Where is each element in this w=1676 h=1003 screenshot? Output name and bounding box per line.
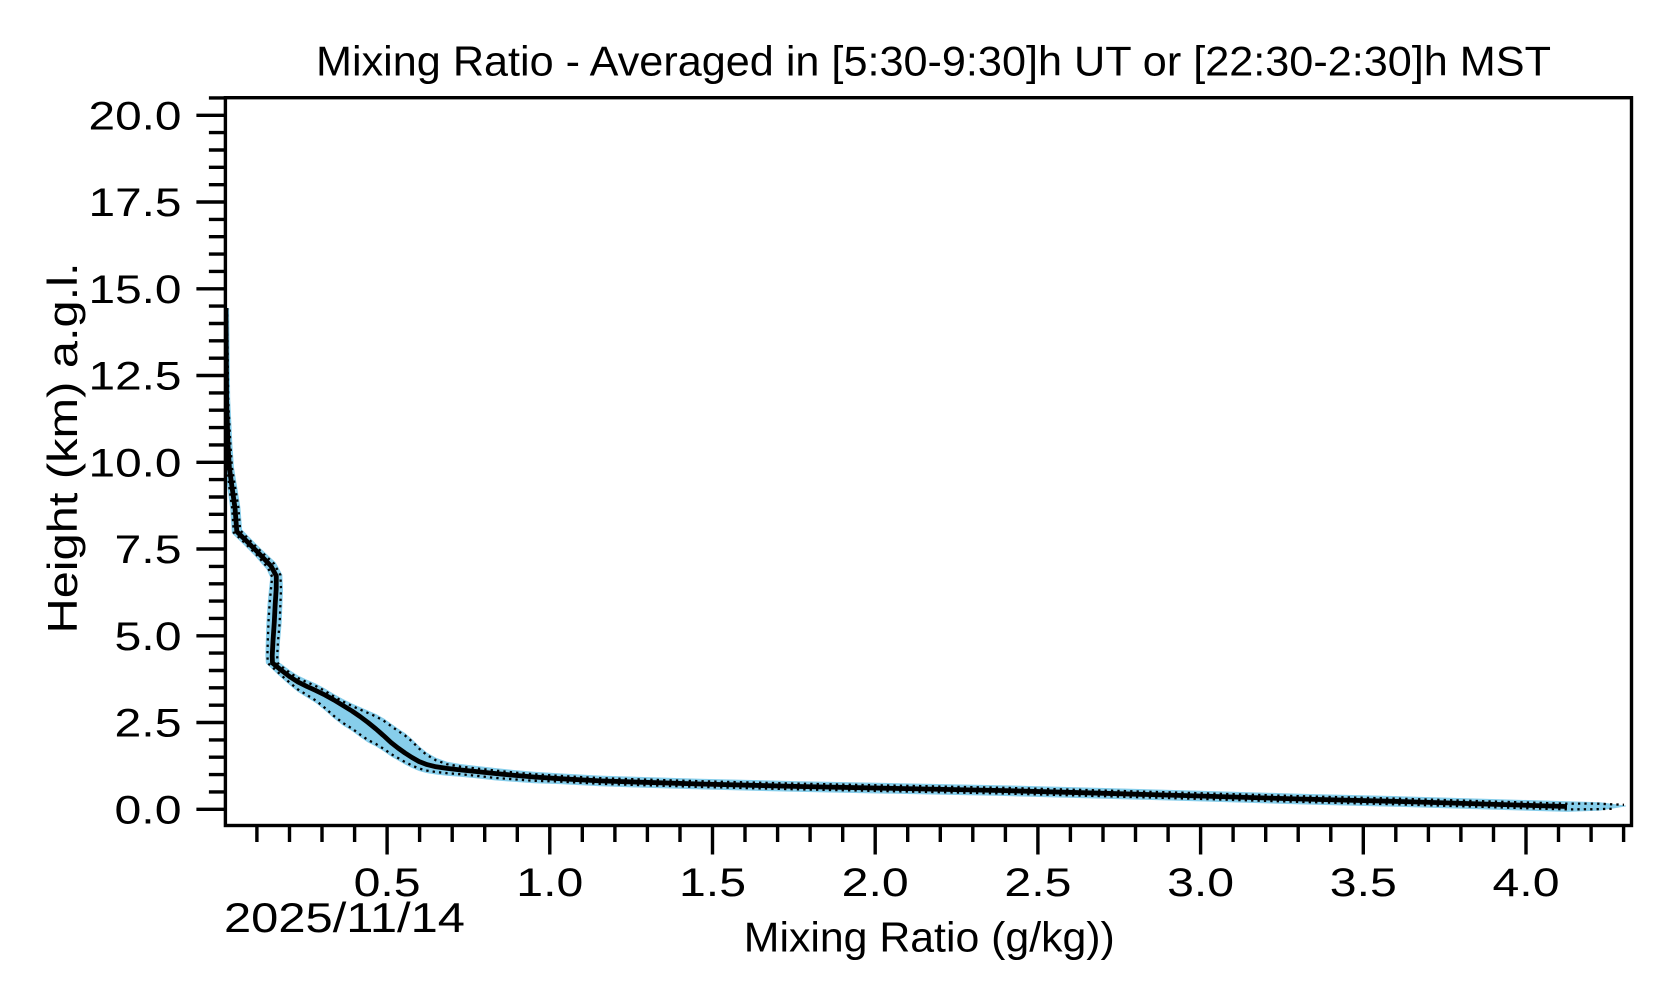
svg-text:12.5: 12.5 <box>89 355 182 399</box>
svg-text:17.5: 17.5 <box>89 181 182 225</box>
svg-text:Mixing Ratio (g/kg)): Mixing Ratio (g/kg)) <box>744 914 1115 961</box>
svg-text:3.5: 3.5 <box>1330 861 1397 905</box>
svg-text:2.5: 2.5 <box>1004 861 1071 905</box>
svg-text:1.0: 1.0 <box>516 861 583 905</box>
svg-text:7.5: 7.5 <box>115 528 182 572</box>
svg-text:Height (km) a.g.l.: Height (km) a.g.l. <box>39 263 86 634</box>
svg-text:20.0: 20.0 <box>89 94 182 138</box>
svg-text:10.0: 10.0 <box>89 441 182 485</box>
svg-text:3.0: 3.0 <box>1167 861 1234 905</box>
svg-text:5.0: 5.0 <box>115 615 182 659</box>
svg-text:15.0: 15.0 <box>89 268 182 312</box>
svg-text:2.5: 2.5 <box>115 702 182 746</box>
svg-text:1.5: 1.5 <box>679 861 746 905</box>
svg-text:2.0: 2.0 <box>842 861 909 905</box>
svg-text:0.0: 0.0 <box>115 788 182 832</box>
svg-text:4.0: 4.0 <box>1493 861 1560 905</box>
svg-text:0.5: 0.5 <box>354 861 421 905</box>
svg-text:Mixing Ratio - Averaged in [5:: Mixing Ratio - Averaged in [5:30-9:30]h … <box>316 38 1551 85</box>
svg-text:2025/11/14: 2025/11/14 <box>224 894 465 941</box>
